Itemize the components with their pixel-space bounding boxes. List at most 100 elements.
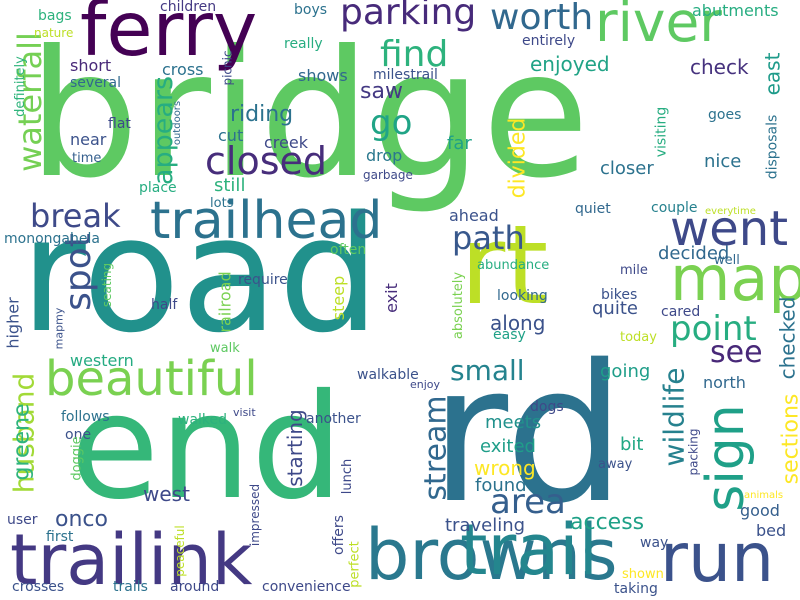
word-decided: decided	[658, 243, 730, 264]
word-ahead: ahead	[449, 206, 499, 225]
word-good: good	[740, 501, 780, 520]
word-along: along	[490, 311, 546, 335]
word-see: see	[710, 335, 763, 370]
word-closed: closed	[205, 139, 327, 183]
word-access: access	[570, 510, 645, 535]
word-greene: greene	[9, 403, 35, 481]
word-river: river	[595, 0, 722, 54]
word-parking: parking	[340, 0, 477, 33]
word-bridge: bridge	[28, 14, 590, 217]
word-bags: bags	[38, 8, 72, 24]
word-bit: bit	[620, 434, 644, 455]
word-exited: exited	[480, 436, 536, 457]
word-going: going	[600, 361, 651, 382]
word-absolutely: absolutely	[451, 271, 467, 340]
word-place: place	[139, 180, 177, 196]
word-peaceful: peaceful	[172, 525, 187, 577]
word-offers: offers	[330, 515, 347, 555]
word-enjoy: enjoy	[410, 378, 441, 391]
word-easy: easy	[493, 327, 526, 343]
word-perfect: perfect	[347, 541, 363, 588]
word-point: point	[670, 309, 757, 349]
word-divided: divided	[505, 117, 531, 199]
word-walk: walk	[210, 341, 240, 356]
word-went: went	[670, 201, 789, 257]
word-drop: drop	[366, 146, 403, 165]
word-mile: mile	[620, 263, 648, 278]
word-western: western	[70, 351, 134, 370]
word-several: several	[70, 75, 122, 91]
word-monongahela: monongahela	[4, 231, 100, 247]
word-west: west	[143, 482, 190, 506]
word-closer: closer	[600, 158, 654, 179]
word-one: one	[65, 427, 92, 443]
word-end: end	[70, 363, 344, 532]
word-visit: visit	[233, 406, 256, 419]
word-often: often	[330, 242, 367, 258]
word-lunch: lunch	[340, 458, 356, 495]
word-east: east	[760, 52, 785, 96]
word-ferry: ferry	[80, 0, 258, 73]
word-impressed: impressed	[248, 483, 263, 547]
word-way: way	[640, 535, 669, 551]
word-entirely: entirely	[522, 33, 576, 49]
word-enjoyed: enjoyed	[530, 52, 610, 76]
word-away: away	[598, 457, 633, 472]
word-find: find	[380, 34, 449, 75]
word-boys: boys	[294, 2, 328, 18]
word-cared: cared	[661, 304, 701, 320]
word-map: map	[670, 242, 800, 315]
word-checked: checked	[775, 296, 800, 380]
word-abundance: abundance	[477, 258, 550, 273]
word-first: first	[46, 529, 74, 545]
word-riding: riding	[230, 102, 294, 127]
word-walked: walked	[178, 412, 228, 428]
word-worth: worth	[490, 0, 594, 38]
word-trailink: trailink	[10, 519, 253, 600]
word-railroad: railroad	[215, 271, 235, 333]
word-go: go	[370, 103, 413, 143]
word-convenience: convenience	[262, 579, 351, 595]
word-flat: flat	[108, 116, 131, 132]
word-short: short	[70, 56, 112, 75]
word-near: near	[70, 130, 107, 149]
word-break: break	[30, 197, 121, 235]
word-walkable: walkable	[357, 367, 419, 383]
word-saw: saw	[360, 79, 403, 104]
word-follows: follows	[61, 409, 110, 425]
word-trailhead: trailhead	[150, 191, 383, 251]
word-well: well	[714, 253, 740, 268]
word-bed: bed	[756, 521, 787, 540]
word-nice: nice	[704, 151, 742, 172]
word-quiet: quiet	[575, 201, 611, 217]
word-north: north	[703, 373, 746, 392]
word-steep: steep	[329, 275, 349, 321]
word-higher: higher	[3, 297, 23, 349]
word-packing: packing	[686, 428, 701, 476]
word-taking: taking	[614, 581, 658, 597]
word-around: around	[170, 579, 220, 595]
word-far: far	[447, 133, 472, 154]
word-still: still	[214, 175, 246, 196]
word-wrong: wrong	[474, 456, 536, 480]
word-starting: starting	[282, 409, 307, 487]
word-small: small	[450, 354, 525, 387]
word-animals: animals	[744, 490, 784, 501]
word-another: another	[306, 411, 361, 427]
word-abutments: abutments	[692, 1, 779, 20]
word-looking: looking	[497, 288, 548, 304]
word-quite: quite	[592, 298, 638, 319]
word-require: require	[238, 272, 288, 288]
word-found: found	[475, 475, 527, 496]
word-browns: browns	[365, 514, 618, 596]
word-visiting: visiting	[653, 106, 670, 158]
word-wildlife: wildlife	[657, 367, 691, 467]
word-nature: nature	[34, 26, 74, 40]
word-rd: rd	[430, 324, 626, 545]
word-trail: trail	[460, 509, 599, 591]
word-exit: exit	[381, 283, 401, 313]
word-road: road	[20, 181, 380, 368]
word-beautiful: beautiful	[45, 351, 258, 407]
word-rt: rt	[460, 201, 549, 329]
word-definitely: definitely	[12, 56, 28, 117]
